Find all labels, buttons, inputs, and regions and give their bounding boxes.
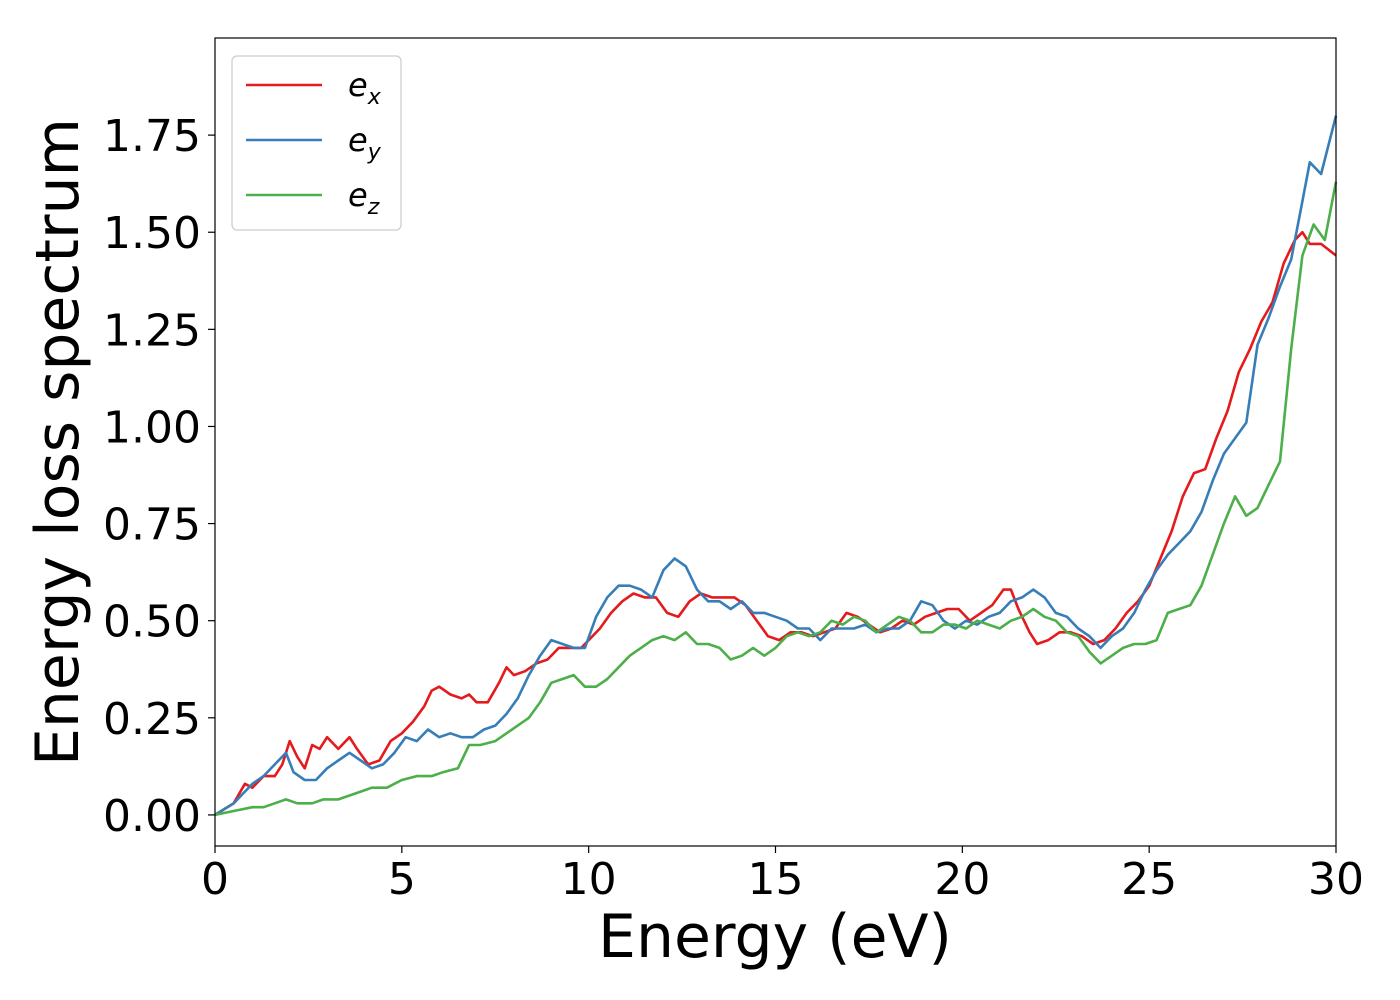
y-tick-label: 1.25 bbox=[103, 305, 201, 356]
y-axis-title: Energy loss spectrum bbox=[23, 118, 93, 766]
x-axis: 0 5 10 15 20 25 30 bbox=[201, 846, 1364, 905]
x-tick-label: 10 bbox=[561, 854, 617, 905]
y-axis: 0.00 0.25 0.50 0.75 1.00 1.25 1.50 1.75 bbox=[103, 111, 215, 842]
plot-background bbox=[215, 38, 1336, 846]
y-tick-label: 1.00 bbox=[103, 402, 201, 453]
legend-label-z: ez bbox=[348, 176, 380, 220]
y-tick-label: 1.50 bbox=[103, 208, 201, 259]
legend-label-x: ex bbox=[348, 66, 382, 110]
legend: ex ey ez bbox=[231, 55, 402, 231]
y-tick-label: 0.75 bbox=[103, 500, 201, 551]
legend-box bbox=[231, 55, 402, 231]
x-tick-label: 5 bbox=[388, 854, 416, 905]
x-axis-title: Energy (eV) bbox=[598, 902, 952, 972]
series-line-z bbox=[214, 181, 1338, 817]
x-tick-label: 20 bbox=[934, 854, 990, 905]
legend-label-y: ey bbox=[348, 121, 382, 165]
x-tick-label: 25 bbox=[1121, 854, 1177, 905]
y-tick-label: 0.25 bbox=[103, 694, 201, 745]
x-tick-label: 30 bbox=[1308, 854, 1364, 905]
y-tick-label: 0.00 bbox=[103, 791, 201, 842]
x-tick-label: 15 bbox=[748, 854, 804, 905]
series-layer bbox=[214, 115, 1338, 817]
x-tick-label: 0 bbox=[201, 854, 229, 905]
y-tick-label: 0.50 bbox=[103, 597, 201, 648]
y-tick-label: 1.75 bbox=[103, 111, 201, 162]
series-line-y bbox=[214, 115, 1338, 817]
